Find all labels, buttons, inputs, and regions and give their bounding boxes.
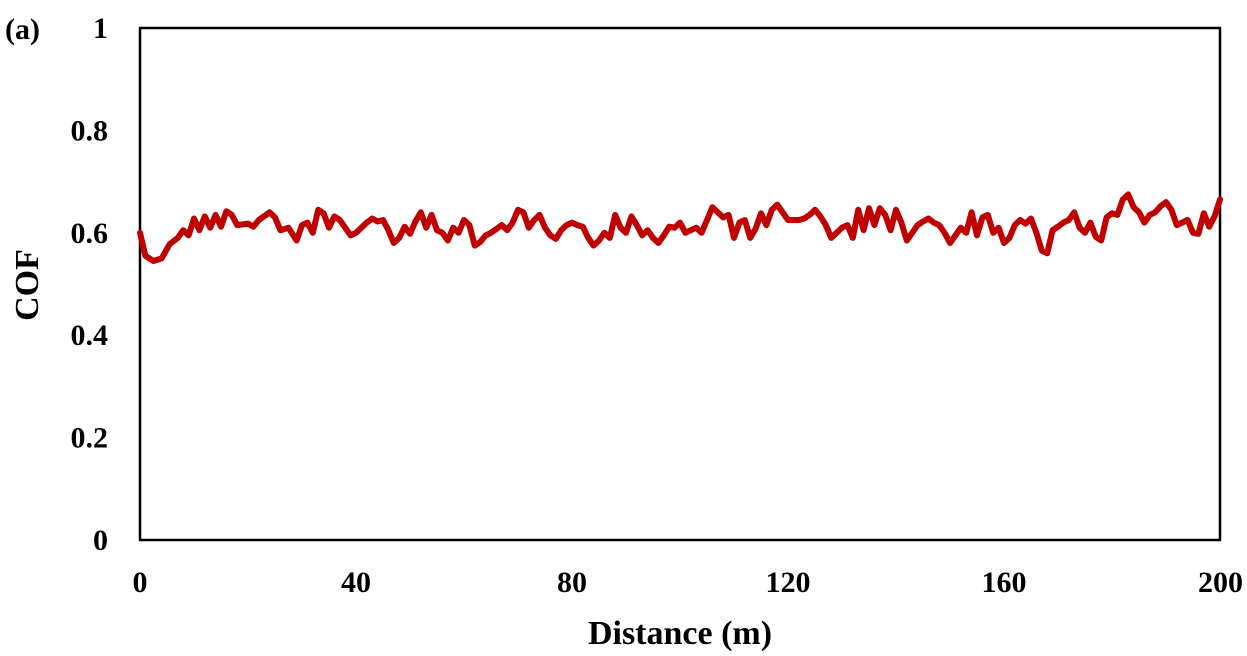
x-axis-ticks: 0 40 80 120 160 200 <box>133 566 1244 599</box>
x-tick-label: 0 <box>133 566 148 599</box>
panel-label: (a) <box>5 13 40 46</box>
y-axis-ticks: 0 0.2 0.4 0.6 0.8 1 <box>71 12 109 557</box>
y-tick-label: 0.2 <box>71 422 109 455</box>
y-tick-label: 0.8 <box>71 114 109 147</box>
y-axis-title: COF <box>9 249 46 321</box>
x-tick-label: 120 <box>766 566 811 599</box>
x-tick-label: 80 <box>557 566 587 599</box>
y-tick-label: 0 <box>93 524 108 557</box>
x-tick-label: 40 <box>341 566 371 599</box>
plot-area-frame <box>138 26 1222 542</box>
cof-series-line <box>137 191 1223 264</box>
x-axis-title: Distance (m) <box>588 615 772 652</box>
x-tick-label: 200 <box>1198 566 1243 599</box>
y-tick-label: 0.6 <box>71 217 109 250</box>
y-tick-label: 0.4 <box>71 319 109 352</box>
x-tick-label: 160 <box>982 566 1027 599</box>
y-tick-label: 1 <box>93 12 108 45</box>
